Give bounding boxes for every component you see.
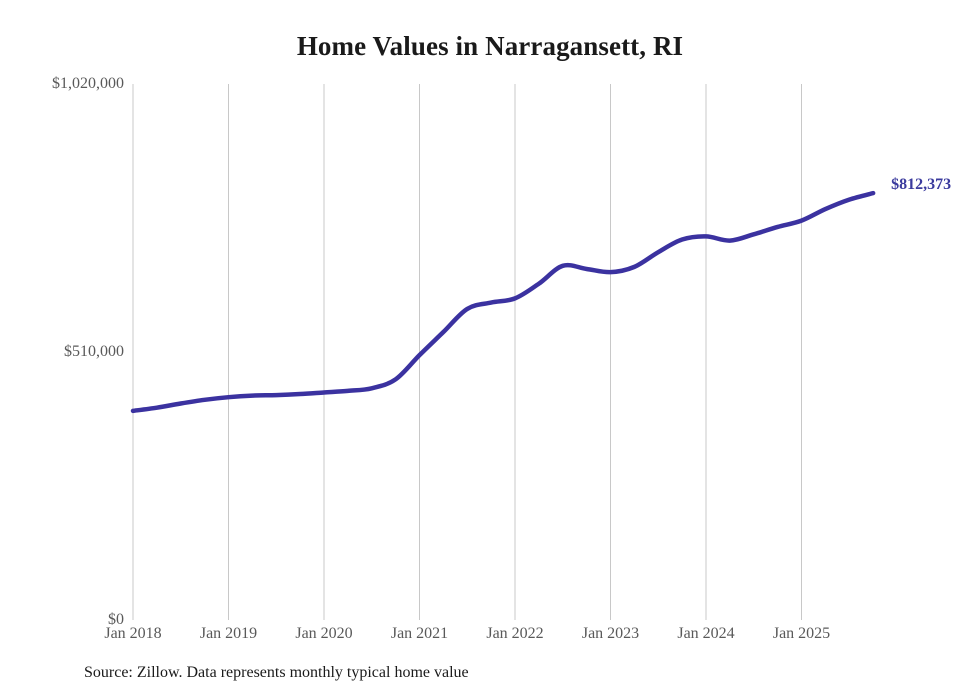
- x-tick-label-jan-2023: Jan 2023: [581, 625, 640, 642]
- y-tick-label-2: $1,020,000: [52, 75, 124, 92]
- chart-title: Home Values in Narragansett, RI: [296, 31, 684, 61]
- gridlines-group: [132, 84, 802, 620]
- y-tick-label-0: $0: [108, 611, 124, 628]
- line-series-typical-home-value: [130, 190, 876, 414]
- end-value-annotation: $812,373: [891, 176, 952, 194]
- x-tick-label-jan-2018: Jan 2018: [104, 625, 162, 642]
- y-axis-tick-labels: $0 $510,000 $1,020,000: [0, 0, 124, 699]
- x-tick-label-jan-2025: Jan 2025: [772, 625, 831, 642]
- x-tick-label-jan-2020: Jan 2020: [295, 625, 353, 642]
- x-tick-label-jan-2021: Jan 2021: [390, 625, 449, 642]
- x-tick-label-jan-2022: Jan 2022: [486, 625, 544, 642]
- y-tick-label-1: $510,000: [64, 343, 124, 360]
- source-note: Source: Zillow. Data represents monthly …: [84, 664, 469, 681]
- x-tick-label-jan-2024: Jan 2024: [677, 625, 735, 642]
- x-tick-label-jan-2019: Jan 2019: [199, 625, 258, 642]
